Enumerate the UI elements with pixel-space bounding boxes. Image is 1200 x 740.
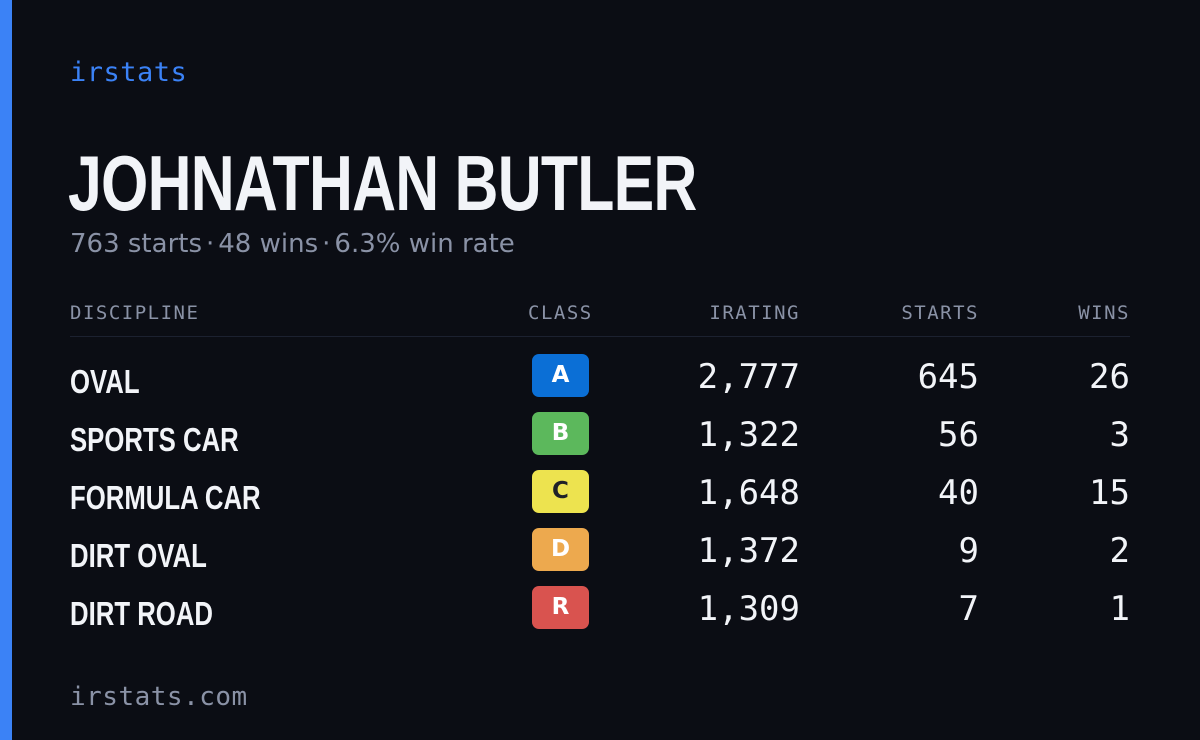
- class-badge: R: [532, 586, 589, 629]
- table-row: OVAL A 2,777 645 26: [0, 354, 1200, 412]
- class-badge: A: [532, 354, 589, 397]
- irating-value: 1,648: [697, 473, 800, 513]
- driver-summary: 763 starts · 48 wins · 6.3% win rate: [70, 226, 515, 262]
- discipline-name: SPORTS CAR: [70, 421, 239, 458]
- starts-value: 56: [938, 415, 979, 455]
- wins-value: 26: [1089, 357, 1130, 397]
- column-header-class: CLASS: [528, 302, 593, 324]
- summary-separator: ·: [322, 229, 331, 259]
- wins-value: 2: [1109, 531, 1130, 571]
- starts-value: 7: [958, 589, 979, 629]
- column-header-irating: IRATING: [709, 302, 800, 324]
- class-badge: C: [532, 470, 589, 513]
- column-header-discipline: DISCIPLINE: [70, 302, 200, 324]
- discipline-name: DIRT ROAD: [70, 595, 213, 632]
- irating-value: 2,777: [697, 357, 800, 397]
- irating-value: 1,372: [697, 531, 800, 571]
- table-row: FORMULA CAR C 1,648 40 15: [0, 470, 1200, 528]
- header-divider: [70, 336, 1130, 337]
- column-header-starts: STARTS: [901, 302, 979, 324]
- column-header-wins: WINS: [1078, 302, 1130, 324]
- brand-logo-text[interactable]: irstats: [70, 57, 188, 88]
- class-badge: D: [532, 528, 589, 571]
- accent-bar: [0, 0, 12, 740]
- footer-site-link[interactable]: irstats.com: [70, 682, 248, 712]
- driver-name: JOHNATHAN BUTLER: [68, 139, 697, 227]
- starts-value: 9: [958, 531, 979, 571]
- irating-value: 1,322: [697, 415, 800, 455]
- table-row: DIRT ROAD R 1,309 7 1: [0, 586, 1200, 644]
- irating-value: 1,309: [697, 589, 800, 629]
- wins-value: 3: [1109, 415, 1130, 455]
- starts-value: 645: [917, 357, 979, 397]
- summary-win-rate: 6.3% win rate: [334, 229, 515, 259]
- wins-value: 1: [1109, 589, 1130, 629]
- discipline-name: DIRT OVAL: [70, 537, 207, 574]
- class-badge: B: [532, 412, 589, 455]
- table-row: DIRT OVAL D 1,372 9 2: [0, 528, 1200, 586]
- starts-value: 40: [938, 473, 979, 513]
- table-row: SPORTS CAR B 1,322 56 3: [0, 412, 1200, 470]
- discipline-name: OVAL: [70, 363, 140, 400]
- summary-separator: ·: [206, 229, 215, 259]
- wins-value: 15: [1089, 473, 1130, 513]
- summary-wins: 48 wins: [218, 229, 319, 259]
- summary-starts: 763 starts: [70, 229, 202, 259]
- discipline-name: FORMULA CAR: [70, 479, 261, 516]
